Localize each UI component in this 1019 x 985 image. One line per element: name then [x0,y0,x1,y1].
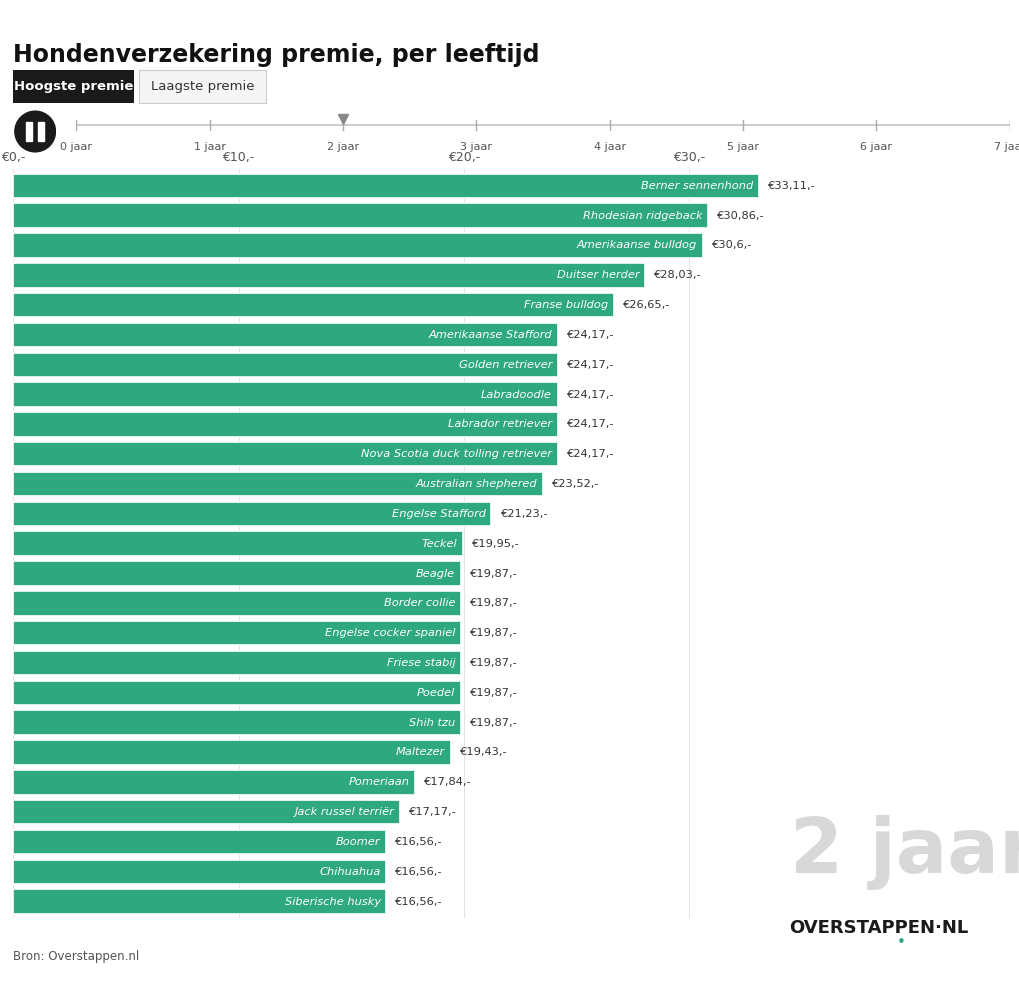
Text: €19,87,-: €19,87,- [470,598,517,609]
Bar [13,233,702,258]
Bar [13,591,461,616]
Bar [13,800,399,824]
Text: Friese stabij: Friese stabij [386,658,454,668]
Text: Beagle: Beagle [416,568,454,578]
Text: Chihuahua: Chihuahua [319,867,380,877]
Text: €24,17,-: €24,17,- [567,360,613,369]
Text: 6 jaar: 6 jaar [860,142,892,152]
Bar [13,860,386,884]
Text: 7 jaar: 7 jaar [993,142,1019,152]
Text: Berner sennenhond: Berner sennenhond [641,181,753,191]
Text: 4 jaar: 4 jaar [593,142,626,152]
Bar [26,122,33,141]
Text: Labradoodle: Labradoodle [481,390,551,400]
Bar [13,173,758,198]
Text: €19,95,-: €19,95,- [471,539,519,549]
Text: Australian shephered: Australian shephered [416,479,537,490]
Text: Engelse cocker spaniel: Engelse cocker spaniel [324,628,454,638]
Text: 1 jaar: 1 jaar [194,142,225,152]
Bar [13,532,463,556]
Bar [13,204,707,228]
Text: Duitser herder: Duitser herder [556,270,638,281]
Text: €26,65,-: €26,65,- [622,300,669,310]
Text: OVERSTAPPEN·NL: OVERSTAPPEN·NL [789,919,968,937]
Text: €33,11,-: €33,11,- [767,181,815,191]
Text: €24,17,-: €24,17,- [567,420,613,429]
Bar [38,122,44,141]
Bar [13,382,557,407]
Text: €30,86,-: €30,86,- [716,211,764,221]
Bar [13,472,542,496]
Text: Franse bulldog: Franse bulldog [524,300,607,310]
Text: €30,6,-: €30,6,- [711,240,751,250]
Text: €24,17,-: €24,17,- [567,449,613,459]
Bar [13,412,557,436]
Bar [13,621,461,645]
Bar [13,263,644,288]
Text: €17,17,-: €17,17,- [409,807,457,818]
Text: €16,56,-: €16,56,- [395,867,442,877]
Text: €17,84,-: €17,84,- [424,777,471,787]
Text: Maltezer: Maltezer [395,748,445,757]
Text: Boomer: Boomer [336,837,380,847]
Bar [13,323,557,347]
Text: Labrador retriever: Labrador retriever [447,420,551,429]
Text: Shih tzu: Shih tzu [409,718,454,728]
Text: Rhodesian ridgeback: Rhodesian ridgeback [583,211,702,221]
Text: €16,56,-: €16,56,- [395,837,442,847]
Bar [13,770,415,795]
Bar [13,353,557,377]
Bar [13,293,613,317]
Text: 5 jaar: 5 jaar [727,142,758,152]
Text: €19,87,-: €19,87,- [470,718,517,728]
Text: €23,52,-: €23,52,- [551,479,599,490]
Text: 0 jaar: 0 jaar [60,142,93,152]
Text: 2 jaar: 2 jaar [789,815,1019,889]
Bar [13,710,461,735]
Text: Laagste premie: Laagste premie [151,80,254,94]
Bar [13,442,557,467]
Text: Jack russel terriër: Jack russel terriër [294,807,394,818]
Text: €19,87,-: €19,87,- [470,688,517,697]
Text: €19,43,-: €19,43,- [460,748,507,757]
Text: €21,23,-: €21,23,- [500,509,547,519]
Text: •: • [897,935,905,951]
Bar [13,829,386,854]
Bar [13,561,461,586]
Text: Poedel: Poedel [417,688,454,697]
Text: €24,17,-: €24,17,- [567,390,613,400]
Text: Teckel: Teckel [421,539,457,549]
Text: Golden retriever: Golden retriever [459,360,551,369]
Circle shape [15,111,55,152]
Text: Bron: Overstappen.nl: Bron: Overstappen.nl [13,951,140,963]
Bar [13,889,386,914]
Text: Engelse Stafford: Engelse Stafford [391,509,485,519]
Bar [13,681,461,705]
Text: €16,56,-: €16,56,- [395,896,442,906]
Bar [13,651,461,676]
Text: Nova Scotia duck tolling retriever: Nova Scotia duck tolling retriever [361,449,551,459]
Text: Border collie: Border collie [383,598,454,609]
Text: Hondenverzekering premie, per leeftijd: Hondenverzekering premie, per leeftijd [13,43,539,67]
Text: Pomeriaan: Pomeriaan [348,777,409,787]
Text: Siberische husky: Siberische husky [284,896,380,906]
Bar [13,501,491,526]
Text: 2 jaar: 2 jaar [327,142,359,152]
Text: €19,87,-: €19,87,- [470,628,517,638]
Text: €24,17,-: €24,17,- [567,330,613,340]
Text: Amerikaanse Stafford: Amerikaanse Stafford [428,330,551,340]
Text: €19,87,-: €19,87,- [470,658,517,668]
Bar [13,741,450,764]
Text: €19,87,-: €19,87,- [470,568,517,578]
Text: Amerikaanse bulldog: Amerikaanse bulldog [576,240,696,250]
Text: 3 jaar: 3 jaar [460,142,492,152]
Text: €28,03,-: €28,03,- [653,270,701,281]
Text: Hoogste premie: Hoogste premie [13,80,133,94]
